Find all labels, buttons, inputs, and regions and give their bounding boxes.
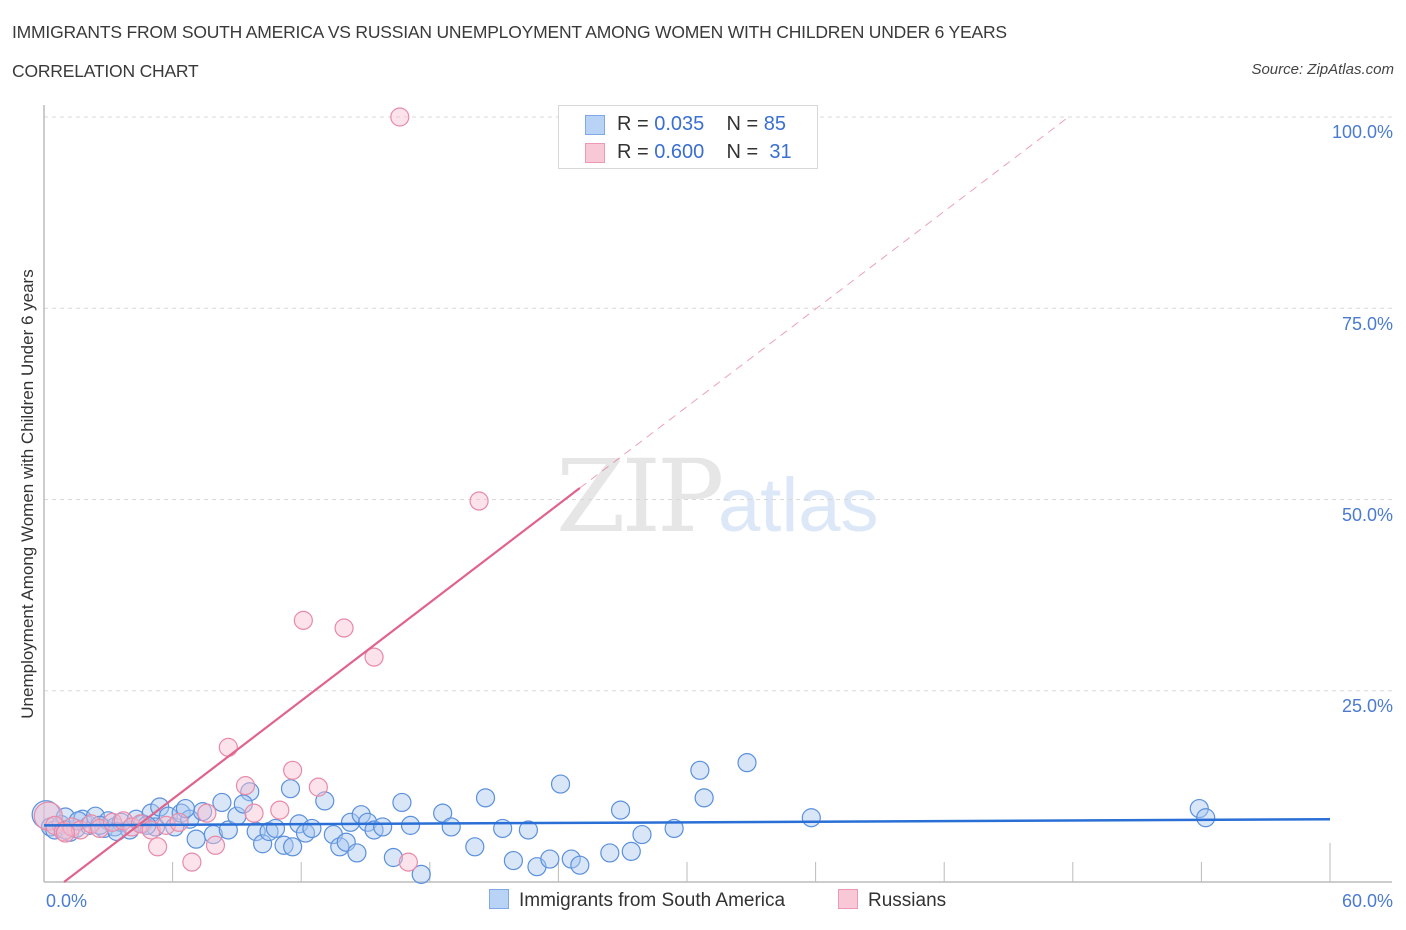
data-point [283,760,303,780]
data-point [475,788,496,808]
data-point [570,855,590,875]
data-point [280,779,301,799]
data-point [205,835,226,855]
data-point [33,801,63,831]
y-axis-label: Unemployment Among Women with Children U… [18,269,37,719]
data-point [358,812,378,832]
y-tick-100: 100.0% [1331,122,1393,142]
data-point [182,852,202,872]
series-russians [33,107,489,872]
n-label: N = [726,113,764,135]
data-point [610,800,631,820]
trend-line-russians [63,487,581,883]
y-tick-75: 75.0% [1341,314,1393,334]
data-point [169,812,189,832]
legend-item-russians[interactable]: Russians [838,889,946,912]
data-point [737,753,757,773]
data-point [621,841,641,862]
r-label: R = [617,113,655,135]
trend-lines [43,116,1331,883]
data-point [270,800,290,820]
data-point [293,610,313,630]
y-tick-50: 50.0% [1341,505,1393,525]
chart-title: IMMIGRANTS FROM SOUTH AMERICA VS RUSSIAN… [12,22,1007,42]
data-point [244,803,264,823]
data-point [186,829,206,849]
data-point [253,834,273,854]
data-point [694,788,714,808]
data-point [1196,808,1216,828]
data-point [212,792,232,813]
data-point [364,647,384,667]
x-tick-60: 60.0% [1341,891,1393,911]
n-value: 85 [763,113,787,135]
data-point [690,760,710,780]
trend-line-russians-extension [579,116,1069,489]
data-point [664,818,684,839]
blue-square-icon [489,889,509,909]
pink-square-icon [838,889,858,909]
y-tick-25: 25.0% [1341,696,1393,716]
data-point [433,803,453,823]
data-point [801,808,821,828]
data-point [550,774,571,794]
data-point [465,837,485,857]
data-point [235,776,256,796]
stats-box: R = 0.035 N = 85 R = 0.600 N = 31 [558,105,818,169]
data-point [55,823,76,843]
data-point [373,817,393,837]
blue-swatch-icon [585,115,605,135]
data-point [390,107,410,127]
data-point [411,864,431,884]
watermark-zip: ZIP [556,438,724,555]
data-point [302,818,322,839]
legend-item-immigrants[interactable]: Immigrants from South America [489,889,785,912]
legend-label: Immigrants from South America [519,890,786,911]
data-point [197,803,217,823]
data-point [147,837,168,857]
data-point [283,837,303,857]
x-tick-0: 0.0% [46,891,88,911]
data-point [308,777,328,797]
r-value: 0.600 [654,141,705,163]
pink-swatch-icon [585,143,605,163]
data-point [441,817,461,837]
data-point [540,849,560,869]
data-point [81,814,101,834]
n-label: N = [726,141,764,163]
gridlines [44,116,1392,692]
data-point [383,847,403,868]
axes [43,105,1392,883]
data-point [340,812,361,832]
r-value: 0.035 [654,113,705,135]
data-point [398,852,418,872]
data-point [632,824,652,845]
n-value: 31 [763,141,792,163]
data-point [469,491,489,511]
data-point [218,737,238,757]
data-point [265,818,286,839]
data-point [400,815,421,835]
source-credit: Source: ZipAtlas.com [1251,61,1394,78]
watermark-atlas: atlas [718,463,879,548]
data-point [334,618,354,638]
legend-label: Russians [868,890,947,911]
trend-line-immigrants [43,818,1331,827]
data-point [518,820,538,840]
data-point [392,792,412,813]
chart-subtitle: CORRELATION CHART [12,61,199,81]
data-point [347,843,367,863]
data-point [503,850,523,871]
r-label: R = [617,141,655,163]
data-point [600,843,620,863]
